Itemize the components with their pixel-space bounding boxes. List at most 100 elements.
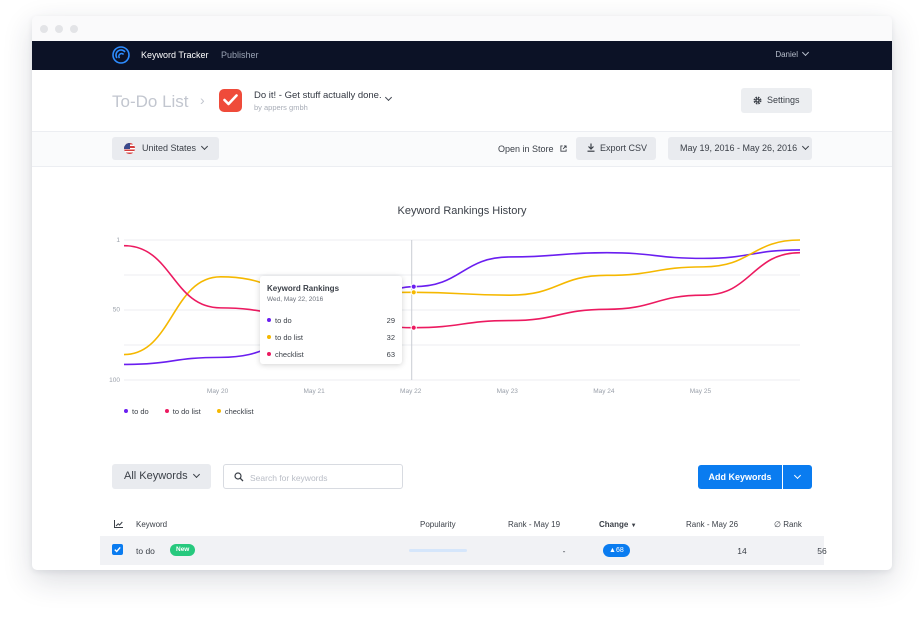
chevron-down-icon bbox=[801, 48, 810, 57]
hover-point-checklist bbox=[410, 324, 417, 331]
app-header: To-Do List › Do it! - Get stuff actually… bbox=[32, 70, 892, 132]
app-switcher-chevron-icon[interactable] bbox=[384, 93, 393, 102]
brand-logo-icon[interactable] bbox=[112, 46, 130, 64]
tooltip-date: Wed, May 22, 2016 bbox=[267, 296, 324, 303]
keyword-filter-label: All Keywords bbox=[124, 470, 188, 482]
popularity-bar bbox=[409, 549, 467, 552]
legend-label: to do bbox=[132, 407, 149, 416]
gear-icon bbox=[753, 96, 762, 105]
chart-canvas[interactable]: 1 50 100 May 20 May 21 May 22 May 23 May 24 May … bbox=[32, 166, 892, 396]
user-menu[interactable]: Daniel bbox=[775, 48, 810, 59]
chevron-down-icon bbox=[793, 471, 802, 480]
tooltip-row-value: 63 bbox=[386, 350, 395, 359]
table-header: Keyword Popularity Rank - May 19 Change … bbox=[32, 516, 892, 532]
open-in-store-link[interactable]: Open in Store bbox=[498, 144, 567, 154]
keyword-filter-dropdown[interactable]: All Keywords bbox=[112, 464, 211, 489]
open-in-store-label: Open in Store bbox=[498, 144, 554, 154]
x-tick-label: May 25 bbox=[690, 388, 712, 395]
x-tick-label: May 21 bbox=[303, 388, 325, 395]
search-icon bbox=[234, 472, 244, 482]
us-flag-icon bbox=[124, 143, 135, 154]
chevron-down-icon bbox=[192, 470, 200, 479]
settings-button[interactable]: Settings bbox=[741, 88, 812, 113]
settings-label: Settings bbox=[767, 95, 800, 105]
filter-bar: United States Open in Store Export CSV M… bbox=[32, 132, 892, 167]
app-name[interactable]: Do it! - Get stuff actually done. bbox=[254, 90, 382, 101]
app-window: Keyword Tracker Publisher Daniel To-Do L… bbox=[32, 16, 892, 570]
tooltip-row-value: 32 bbox=[386, 333, 395, 342]
external-link-icon bbox=[560, 145, 567, 152]
rankings-chart: Keyword Rankings History 1 50 100 May 20 May… bbox=[32, 166, 892, 426]
rank-start-cell: - bbox=[562, 546, 566, 556]
tooltip-row: checklist 63 bbox=[267, 350, 395, 362]
chevron-down-icon bbox=[802, 142, 810, 151]
legend-item-to-do-list[interactable]: to do list bbox=[164, 407, 201, 416]
nav-link-keyword-tracker[interactable]: Keyword Tracker bbox=[141, 50, 209, 60]
check-icon bbox=[223, 94, 238, 106]
column-header-rank-end[interactable]: Rank - May 26 bbox=[686, 520, 739, 529]
series-dot-icon bbox=[267, 335, 271, 339]
country-dropdown[interactable]: United States bbox=[112, 137, 219, 160]
checkmark-icon bbox=[114, 546, 121, 553]
chart-tooltip: Keyword Rankings Wed, May 22, 2016 to do… bbox=[260, 276, 402, 364]
legend-label: checklist bbox=[224, 407, 254, 416]
series-line-to-do bbox=[123, 249, 801, 366]
breadcrumb-separator: › bbox=[200, 92, 205, 108]
column-header-change[interactable]: Change ▼ bbox=[599, 520, 637, 529]
new-badge: New bbox=[170, 544, 196, 556]
keyword-cell[interactable]: to do bbox=[136, 546, 155, 556]
series-dot-icon bbox=[124, 409, 128, 413]
search-input[interactable] bbox=[248, 468, 402, 487]
table-row[interactable]: to do New - ▲68 14 56 bbox=[100, 536, 827, 565]
column-header-change-label: Change bbox=[599, 520, 629, 529]
x-tick-label: May 20 bbox=[207, 388, 229, 395]
breadcrumb-app-list[interactable]: To-Do List bbox=[112, 92, 189, 111]
app-icon bbox=[219, 89, 242, 112]
chart-legend: to do to do list checklist bbox=[124, 407, 268, 416]
series-dot-icon bbox=[267, 318, 271, 322]
change-badge: ▲68 bbox=[603, 544, 630, 557]
add-keywords-dropdown-button[interactable] bbox=[783, 465, 812, 489]
sort-down-icon: ▼ bbox=[630, 523, 637, 529]
add-keywords-button[interactable]: Add Keywords bbox=[698, 465, 782, 489]
column-header-popularity[interactable]: Popularity bbox=[420, 520, 456, 529]
average-icon: ∅ bbox=[774, 520, 781, 529]
column-header-avg-rank-label: Rank bbox=[783, 520, 802, 529]
row-checkbox[interactable] bbox=[112, 544, 123, 555]
series-line-checklist bbox=[123, 244, 801, 329]
trend-chart-icon[interactable] bbox=[114, 520, 123, 530]
up-arrow-icon: ▲ bbox=[609, 547, 616, 554]
series-dot-icon bbox=[164, 409, 169, 413]
app-developer: by appers gmbh bbox=[254, 103, 308, 112]
legend-label: to do list bbox=[172, 407, 201, 416]
tooltip-row-name: to do bbox=[275, 316, 292, 325]
chart-title: Keyword Rankings History bbox=[397, 205, 527, 217]
chevron-down-icon bbox=[200, 142, 209, 151]
download-icon bbox=[587, 143, 595, 152]
country-label: United States bbox=[142, 143, 197, 153]
tooltip-row-name: to do list bbox=[275, 333, 303, 342]
x-tick-label: May 24 bbox=[593, 388, 615, 395]
keyword-search-box bbox=[223, 464, 403, 489]
window-zoom-dot[interactable] bbox=[70, 25, 78, 33]
hover-point-to-do-list bbox=[410, 289, 417, 296]
tooltip-row: to do 29 bbox=[267, 316, 395, 328]
tooltip-row: to do list 32 bbox=[267, 333, 395, 345]
column-header-avg-rank[interactable]: ∅ Rank bbox=[774, 520, 802, 529]
hover-point-to-do bbox=[410, 283, 417, 290]
column-header-rank-start[interactable]: Rank - May 19 bbox=[508, 520, 561, 529]
window-close-dot[interactable] bbox=[40, 25, 48, 33]
keywords-toolbar: All Keywords Add Keywords bbox=[32, 464, 892, 492]
tooltip-row-name: checklist bbox=[275, 350, 304, 359]
window-minimize-dot[interactable] bbox=[55, 25, 63, 33]
column-header-keyword[interactable]: Keyword bbox=[136, 520, 168, 529]
top-nav: Keyword Tracker Publisher Daniel bbox=[32, 41, 892, 70]
nav-link-publisher[interactable]: Publisher bbox=[221, 50, 259, 60]
legend-item-checklist[interactable]: checklist bbox=[216, 407, 254, 416]
legend-item-to-do[interactable]: to do bbox=[124, 407, 149, 416]
tooltip-title: Keyword Rankings bbox=[267, 284, 340, 293]
x-tick-label: May 22 bbox=[400, 388, 422, 395]
export-csv-button[interactable]: Export CSV bbox=[576, 137, 656, 160]
date-range-picker[interactable]: May 19, 2016 - May 26, 2016 bbox=[668, 137, 812, 160]
change-value: 68 bbox=[615, 547, 624, 554]
